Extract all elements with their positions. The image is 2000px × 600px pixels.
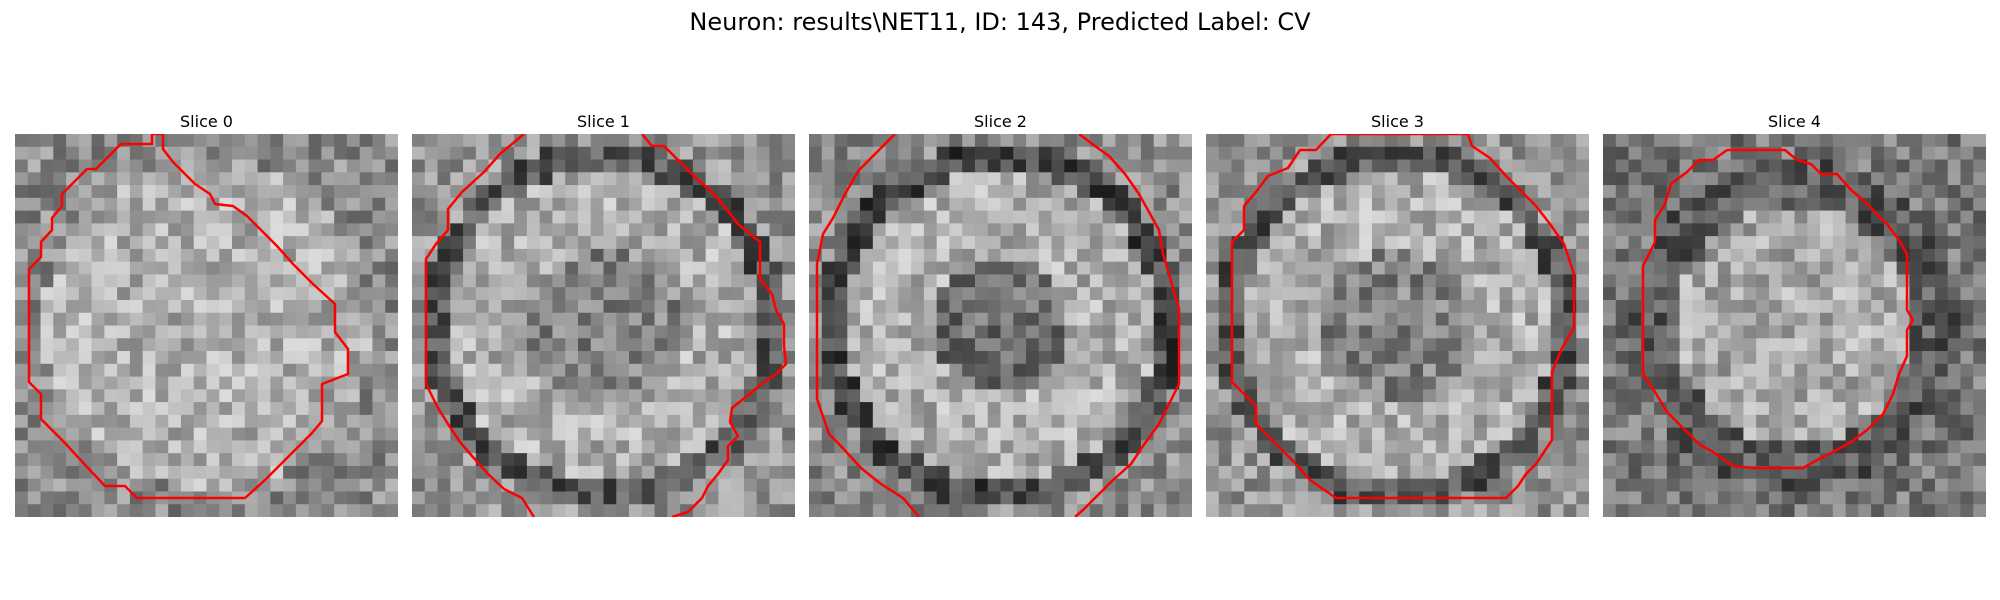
- figure-title: Neuron: results\NET11, ID: 143, Predicte…: [689, 8, 1311, 36]
- segmentation-contour: [815, 134, 920, 517]
- slice-image-0: [15, 134, 398, 517]
- slice-image-1: [412, 134, 795, 517]
- pixel-grid: [809, 134, 1192, 517]
- segmentation-contour: [1230, 134, 1576, 500]
- slice-title-4: Slice 4: [1768, 112, 1821, 131]
- slice-image-2: [809, 134, 1192, 517]
- slice-title-2: Slice 2: [974, 112, 1027, 131]
- slice-image-3: [1206, 134, 1589, 517]
- pixel-grid: [1206, 134, 1589, 517]
- segmentation-contour: [641, 134, 788, 517]
- slice-image-4: [1603, 134, 1986, 517]
- slice-panel-0: Slice 0: [15, 110, 398, 517]
- slice-title-0: Slice 0: [180, 112, 233, 131]
- slice-title-1: Slice 1: [577, 112, 630, 131]
- slice-title-3: Slice 3: [1371, 112, 1424, 131]
- segmentation-contour: [1641, 148, 1915, 470]
- segmentation-contour: [27, 134, 350, 500]
- slice-panel-4: Slice 4: [1603, 110, 1986, 517]
- segmentation-contour: [1074, 134, 1181, 517]
- pixel-grid: [1603, 134, 1986, 517]
- slice-panel-3: Slice 3: [1206, 110, 1589, 517]
- slice-panel-2: Slice 2: [809, 110, 1192, 517]
- slice-panel-1: Slice 1: [412, 110, 795, 517]
- segmentation-contour: [424, 134, 536, 517]
- pixel-grid: [412, 134, 795, 517]
